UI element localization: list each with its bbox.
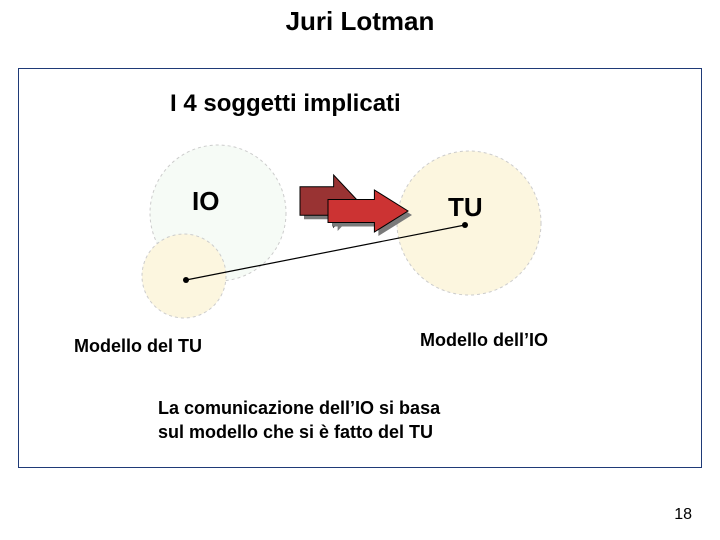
slide: Juri Lotman I 4 soggetti implicati IO TU… bbox=[0, 0, 720, 540]
modello-io-label: Modello dell’IO bbox=[420, 330, 548, 351]
modello-tu-label: Modello del TU bbox=[74, 336, 202, 357]
slide-title: Juri Lotman bbox=[0, 6, 720, 37]
caption-line1: La comunicazione dell’IO si basa bbox=[158, 398, 440, 419]
subtitle: I 4 soggetti implicati bbox=[170, 90, 401, 118]
tu-label: TU bbox=[448, 192, 483, 223]
slide-number: 18 bbox=[674, 506, 692, 524]
caption-line2: sul modello che si è fatto del TU bbox=[158, 422, 433, 443]
io-label: IO bbox=[192, 186, 219, 217]
